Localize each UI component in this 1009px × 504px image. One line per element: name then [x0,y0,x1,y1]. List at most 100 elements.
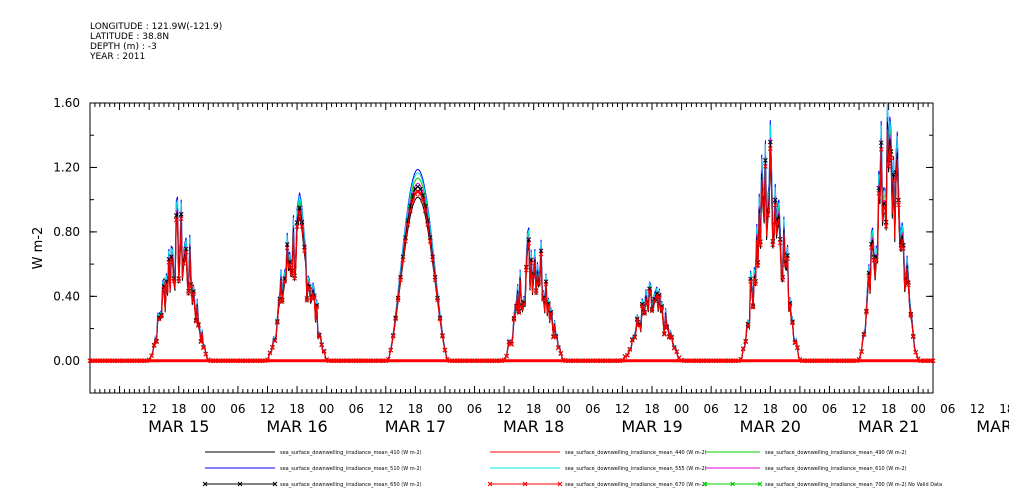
x-tick-label: 00 [674,402,689,416]
legend-label: sea_surface_downwelling_irradiance_mean_… [765,466,907,472]
series-marker [624,353,630,358]
series-marker [775,221,781,226]
series-marker [304,297,310,303]
series-marker [622,354,628,359]
series-marker [405,222,411,227]
series-marker [750,304,756,310]
series-marker [632,335,638,340]
plot-frame [89,102,934,394]
series-marker [420,198,426,203]
y-tick-label: 0.00 [53,354,80,368]
series-marker [555,345,561,351]
legend-label: sea_surface_downwelling_irradiance_mean_… [280,482,422,488]
series-marker [292,275,297,281]
y-axis: 0.00 0.40 0.80 1.20 1.60 [53,96,933,394]
x-tick-label: 12 [970,402,985,416]
series-marker [639,301,645,307]
year-label: YEAR : 2011 [90,52,146,62]
x-tick-label: 06 [349,402,364,416]
series-marker [178,211,184,217]
series-marker [760,200,766,206]
x-tick-label: 12 [378,402,393,416]
series-marker [316,333,322,338]
series-line [90,126,933,362]
series-marker [284,242,290,247]
series-marker [654,293,660,298]
x-day-label: MAR 19 [621,417,682,436]
series-marker [193,318,199,324]
series-marker [755,263,761,268]
series-marker [403,238,408,244]
series-marker [642,311,647,316]
series-marker [514,305,519,310]
series-marker [908,313,914,318]
x-tick-label: 06 [822,402,837,416]
legend-marker [757,481,763,487]
series-marker [528,260,534,266]
series-marker [164,281,169,287]
x-tick-label: 06 [704,402,719,416]
series-marker [901,246,906,251]
x-day-label: MAR 17 [385,417,446,436]
series-marker [772,197,778,203]
x-tick-label: 18 [408,402,423,416]
series-marker [390,333,396,339]
series-marker [509,342,514,347]
series-line [90,136,933,362]
legend-marker [202,481,208,487]
series-marker [417,191,423,197]
series-marker [302,248,307,253]
series-marker [659,305,665,311]
series-marker [410,198,416,203]
series-marker [427,235,433,240]
series-marker [634,317,640,323]
legend-label: sea_surface_downwelling_irradiance_mean_… [280,450,422,456]
series-marker [408,208,413,214]
series-layer [87,102,936,364]
series-marker [173,217,179,223]
series-marker [745,322,751,328]
series-marker [780,277,785,283]
series-marker [627,347,633,352]
series-marker [299,223,305,229]
series-marker [526,237,532,242]
series-marker [671,345,677,351]
y-tick-label: 0.80 [53,225,80,239]
series-marker [168,257,174,263]
series-marker [203,351,209,357]
series-marker [903,279,909,284]
series-marker [188,284,194,289]
series-line [90,102,933,362]
series-marker [395,297,401,303]
y-tick-label: 0.40 [53,289,80,303]
legend-marker [272,481,278,487]
series-marker [151,343,157,348]
series-marker [531,274,537,280]
series-marker [639,303,645,309]
longitude-label: LONGITUDE : 121.9W(-121.9) [90,22,223,32]
x-tick-label: 18 [881,402,896,416]
series-marker [878,146,884,152]
x-tick-label: 06 [585,402,600,416]
series-marker [526,240,532,246]
series-marker [881,205,887,211]
series-marker [765,212,771,218]
y-tick-label: 1.20 [53,160,80,174]
series-marker [299,219,305,225]
series-marker [777,240,783,246]
series-marker [400,257,406,263]
legend-marker [702,481,708,487]
series-marker [533,290,539,296]
series-line [90,102,933,362]
series-marker [886,164,891,169]
series-marker [888,155,894,161]
series-marker [442,347,448,353]
x-day-label: MAR 20 [740,417,801,436]
series-marker [795,345,800,351]
series-marker [634,316,640,322]
series-marker [521,301,527,307]
series-marker [191,291,196,296]
plot-header: LONGITUDE : 121.9W(-121.9) LATITUDE : 38… [90,22,222,62]
series-marker [161,286,167,291]
series-marker [649,308,655,314]
